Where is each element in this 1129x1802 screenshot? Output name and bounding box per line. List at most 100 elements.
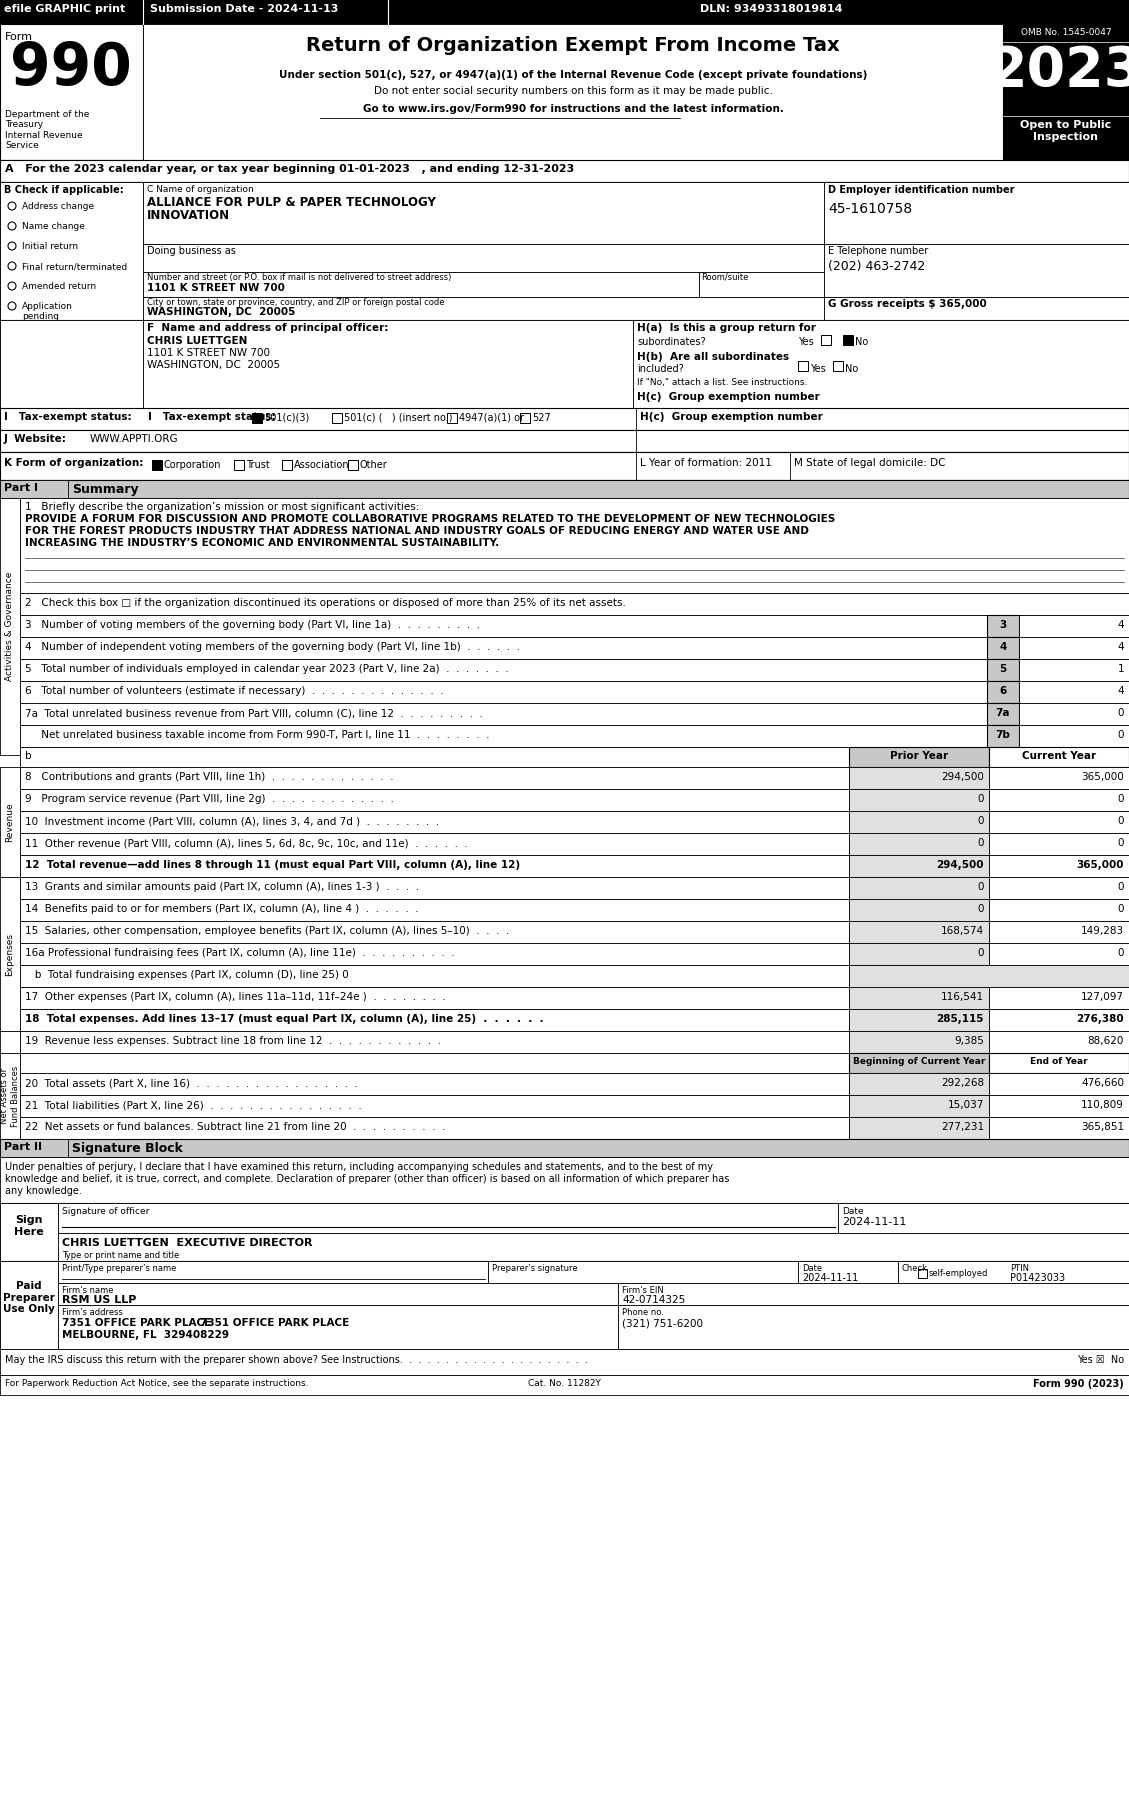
Bar [282,460,292,470]
Text: WASHINGTON, DC  20005: WASHINGTON, DC 20005 [147,306,296,317]
Text: 16a Professional fundraising fees (Part IX, column (A), line 11e)  .  .  .  .  .: 16a Professional fundraising fees (Part … [25,948,455,959]
Bar [143,23,1003,160]
Text: Part I: Part I [5,483,38,494]
Text: Print/Type preparer’s name: Print/Type preparer’s name [62,1263,176,1272]
Text: knowledge and belief, it is true, correct, and complete. Declaration of preparer: knowledge and belief, it is true, correc… [5,1173,729,1184]
Bar [20,1117,849,1139]
Bar [0,1204,1129,1261]
Bar [0,1350,1129,1375]
Bar [20,1052,849,1072]
Text: 501(c)(3): 501(c)(3) [264,413,309,423]
Bar [821,335,831,344]
Text: 7a: 7a [996,708,1010,717]
Text: 0: 0 [1118,905,1124,914]
Bar [1019,660,1129,681]
Text: Type or print name and title: Type or print name and title [62,1251,180,1260]
Bar [143,321,633,407]
Text: Net Assets or
Fund Balances: Net Assets or Fund Balances [0,1065,19,1126]
Bar [833,360,843,371]
Bar [143,243,824,272]
Text: 0: 0 [978,795,984,804]
Text: L Year of formation: 2011: L Year of formation: 2011 [640,458,772,469]
Bar [1003,23,1129,160]
Text: Expenses: Expenses [6,932,15,975]
Text: 15,037: 15,037 [947,1099,984,1110]
Text: 365,000: 365,000 [1076,860,1124,870]
Text: I   Tax-exempt status:: I Tax-exempt status: [5,413,132,422]
Bar [488,1261,798,1283]
Text: 0: 0 [1118,948,1124,959]
Text: Return of Organization Exempt From Income Tax: Return of Organization Exempt From Incom… [306,36,840,56]
Text: INNOVATION: INNOVATION [147,209,230,222]
Text: 88,620: 88,620 [1087,1036,1124,1045]
Text: (321) 751-6200: (321) 751-6200 [622,1317,703,1328]
Bar [987,636,1019,660]
Text: If "No," attach a list. See instructions.: If "No," attach a list. See instructions… [637,378,807,387]
Bar [989,1031,1129,1052]
Text: 127,097: 127,097 [1080,991,1124,1002]
Bar [20,966,849,987]
Bar [849,1072,989,1096]
Bar [989,768,1129,789]
Text: Initial return: Initial return [21,241,78,250]
Bar [20,942,849,966]
Text: DLN: 93493318019814: DLN: 93493318019814 [700,4,842,14]
Text: 5   Total number of individuals employed in calendar year 2023 (Part V, line 2a): 5 Total number of individuals employed i… [25,663,509,674]
Text: 2024-11-11: 2024-11-11 [802,1272,858,1283]
Text: 7351 OFFICE PARK PLACE: 7351 OFFICE PARK PLACE [62,1317,211,1328]
Bar [58,1261,488,1283]
Text: 365,000: 365,000 [1082,771,1124,782]
Bar [633,321,1129,407]
Text: 285,115: 285,115 [936,1015,984,1024]
Text: 6: 6 [999,687,1007,696]
Text: 14  Benefits paid to or for members (Part IX, column (A), line 4 )  .  .  .  .  : 14 Benefits paid to or for members (Part… [25,905,419,914]
Text: 4   Number of independent voting members of the governing body (Part VI, line 1b: 4 Number of independent voting members o… [25,642,520,652]
Bar [1019,724,1129,748]
Text: Phone no.: Phone no. [622,1308,664,1317]
Bar [989,811,1129,833]
Text: Prior Year: Prior Year [890,751,948,760]
Bar [20,681,987,703]
Bar [849,833,989,854]
Text: A   For the 2023 calendar year, or tax year beginning 01-01-2023   , and ending : A For the 2023 calendar year, or tax yea… [5,164,575,175]
Bar [1019,636,1129,660]
Text: 42-0714325: 42-0714325 [622,1296,685,1305]
Bar [20,724,987,748]
Bar [0,160,1129,182]
Text: Application
pending: Application pending [21,303,73,321]
Text: Room/suite: Room/suite [701,272,749,281]
Bar [20,1096,849,1117]
Text: No: No [844,364,858,375]
Bar [20,921,849,942]
Bar [849,1052,989,1072]
Text: 277,231: 277,231 [940,1123,984,1132]
Text: 2024-11-11: 2024-11-11 [842,1216,907,1227]
Bar [0,182,143,321]
Text: self-employed: self-employed [929,1269,988,1278]
Bar [849,854,989,878]
Text: Activities & Governance: Activities & Governance [6,571,15,681]
Bar [989,921,1129,942]
Text: 4: 4 [1118,642,1124,652]
Bar [989,748,1129,768]
Bar [0,321,143,407]
Bar [989,833,1129,854]
Bar [0,23,1129,160]
Text: 7a  Total unrelated business revenue from Part VIII, column (C), line 12  .  .  : 7a Total unrelated business revenue from… [25,708,483,717]
Text: CHRIS LUETTGEN  EXECUTIVE DIRECTOR: CHRIS LUETTGEN EXECUTIVE DIRECTOR [62,1238,313,1249]
Bar [520,413,530,423]
Bar [989,878,1129,899]
Bar [0,452,1129,479]
Text: Date: Date [842,1207,864,1216]
Text: Signature of officer: Signature of officer [62,1207,149,1216]
Bar [20,854,849,878]
Text: 10  Investment income (Part VIII, column (A), lines 3, 4, and 7d )  .  .  .  .  : 10 Investment income (Part VIII, column … [25,816,439,825]
Text: 2   Check this box □ if the organization discontinued its operations or disposed: 2 Check this box □ if the organization d… [25,598,625,607]
Text: 12  Total revenue—add lines 8 through 11 (must equal Part VIII, column (A), line: 12 Total revenue—add lines 8 through 11 … [25,860,520,870]
Text: J  Website:: J Website: [5,434,67,443]
Text: Check: Check [902,1263,928,1272]
Text: 17  Other expenses (Part IX, column (A), lines 11a–11d, 11f–24e )  .  .  .  .  .: 17 Other expenses (Part IX, column (A), … [25,991,446,1002]
Text: City or town, state or province, country, and ZIP or foreign postal code: City or town, state or province, country… [147,297,445,306]
Text: G Gross receipts $ 365,000: G Gross receipts $ 365,000 [828,299,987,308]
Text: Submission Date - 2024-11-13: Submission Date - 2024-11-13 [150,4,339,14]
